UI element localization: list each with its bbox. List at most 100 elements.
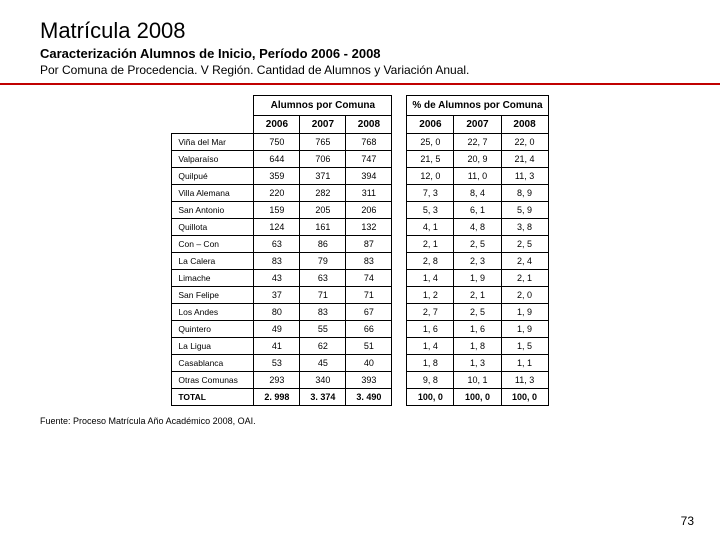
row-label: Quintero [172,321,254,338]
cell-value: 2. 998 [254,389,300,406]
cell-value: 394 [346,168,392,185]
cell-value: 1, 6 [407,321,454,338]
cell-value: 747 [346,151,392,168]
year-header: 2007 [454,116,501,134]
cell-value: 49 [254,321,300,338]
cell-value: 1, 5 [501,338,548,355]
cell-value: 644 [254,151,300,168]
cell-value: 5, 9 [501,202,548,219]
cell-value: 43 [254,270,300,287]
cell-value: 340 [300,372,346,389]
table-row: 4, 14, 83, 8 [407,219,548,236]
cell-value: 8, 9 [501,185,548,202]
row-label: La Ligua [172,338,254,355]
table-row: 1, 22, 12, 0 [407,287,548,304]
cell-value: 100, 0 [407,389,454,406]
table-row: 21, 520, 921, 4 [407,151,548,168]
table-row: Los Andes808367 [172,304,392,321]
cell-value: 371 [300,168,346,185]
year-header: 2006 [407,116,454,134]
cell-value: 205 [300,202,346,219]
cell-value: 21, 4 [501,151,548,168]
year-header: 2007 [300,116,346,134]
row-label: Limache [172,270,254,287]
cell-value: 11, 3 [501,168,548,185]
cell-value: 1, 4 [407,270,454,287]
table-row: Quintero495566 [172,321,392,338]
cell-value: 4, 1 [407,219,454,236]
row-label: San Felipe [172,287,254,304]
cell-value: 359 [254,168,300,185]
cell-value: 2, 4 [501,253,548,270]
cell-value: 393 [346,372,392,389]
cell-value: 1, 9 [454,270,501,287]
cell-value: 293 [254,372,300,389]
cell-value: 2, 5 [454,304,501,321]
cell-value: 37 [254,287,300,304]
cell-value: 124 [254,219,300,236]
cell-value: 74 [346,270,392,287]
cell-value: 8, 4 [454,185,501,202]
year-header: 2008 [346,116,392,134]
cell-value: 11, 3 [501,372,548,389]
cell-value: 132 [346,219,392,236]
cell-value: 206 [346,202,392,219]
table2-group-header: % de Alumnos por Comuna [407,96,548,116]
row-label: Con – Con [172,236,254,253]
table-row: 2, 12, 52, 5 [407,236,548,253]
cell-value: 79 [300,253,346,270]
row-label: Villa Alemana [172,185,254,202]
table-percent: % de Alumnos por Comuna 2006 2007 2008 2… [406,95,548,406]
cell-value: 63 [254,236,300,253]
table-row: Limache436374 [172,270,392,287]
row-label: TOTAL [172,389,254,406]
cell-value: 67 [346,304,392,321]
cell-value: 7, 3 [407,185,454,202]
cell-value: 11, 0 [454,168,501,185]
row-label: Quillota [172,219,254,236]
source-text: Fuente: Proceso Matrícula Año Académico … [40,416,680,426]
tables-wrapper: Alumnos por Comuna 2006 2007 2008 Viña d… [171,95,548,406]
table-row: 12, 011, 011, 3 [407,168,548,185]
row-label: Viña del Mar [172,134,254,151]
cell-value: 100, 0 [454,389,501,406]
cell-value: 9, 8 [407,372,454,389]
table-row: San Antonio159205206 [172,202,392,219]
cell-value: 2, 1 [407,236,454,253]
cell-value: 80 [254,304,300,321]
table-row: 25, 022, 722, 0 [407,134,548,151]
cell-value: 22, 0 [501,134,548,151]
table-row: Con – Con638687 [172,236,392,253]
page-number: 73 [681,514,694,528]
table-row: 1, 41, 81, 5 [407,338,548,355]
table-row: Villa Alemana220282311 [172,185,392,202]
table-row: 1, 41, 92, 1 [407,270,548,287]
cell-value: 220 [254,185,300,202]
cell-value: 71 [300,287,346,304]
cell-value: 1, 1 [501,355,548,372]
cell-value: 20, 9 [454,151,501,168]
cell-value: 1, 8 [454,338,501,355]
table-row: 2, 82, 32, 4 [407,253,548,270]
cell-value: 768 [346,134,392,151]
cell-value: 1, 2 [407,287,454,304]
table-row: Viña del Mar750765768 [172,134,392,151]
cell-value: 86 [300,236,346,253]
cell-value: 10, 1 [454,372,501,389]
table-row: 2, 72, 51, 9 [407,304,548,321]
cell-value: 4, 8 [454,219,501,236]
table-row: 5, 36, 15, 9 [407,202,548,219]
cell-value: 282 [300,185,346,202]
cell-value: 6, 1 [454,202,501,219]
cell-value: 2, 1 [454,287,501,304]
cell-value: 1, 3 [454,355,501,372]
cell-value: 2, 3 [454,253,501,270]
cell-value: 1, 9 [501,321,548,338]
cell-value: 83 [300,304,346,321]
cell-value: 159 [254,202,300,219]
cell-value: 22, 7 [454,134,501,151]
year-header: 2008 [501,116,548,134]
table1-group-header: Alumnos por Comuna [254,96,392,116]
divider-redline [0,83,720,85]
cell-value: 12, 0 [407,168,454,185]
